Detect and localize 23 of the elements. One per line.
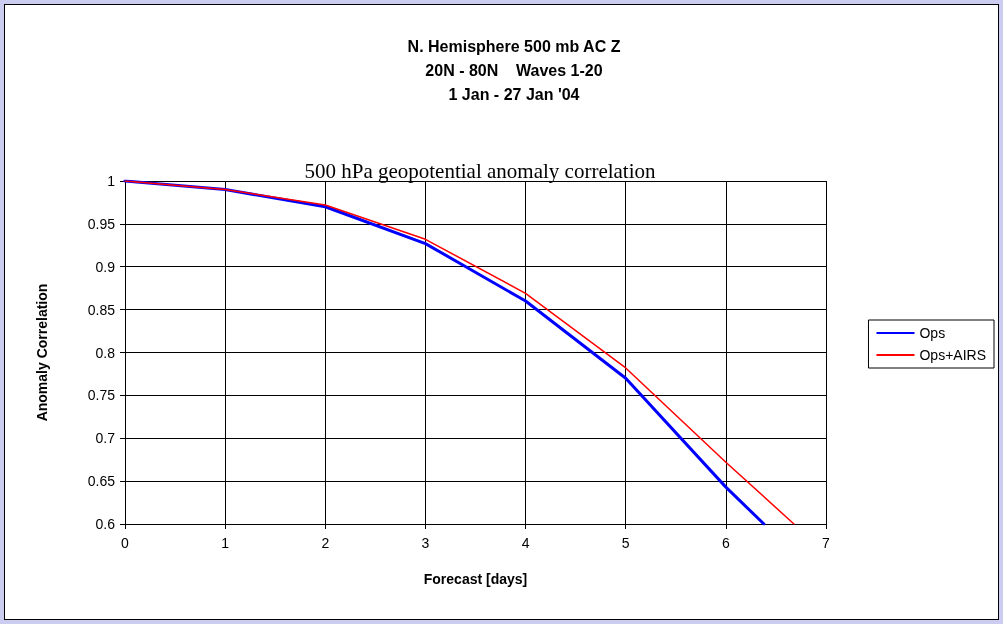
y-tick-label: 0.95	[87, 215, 116, 232]
x-tick-label: 4	[521, 535, 530, 551]
legend-label: Ops+AIRS	[919, 347, 986, 363]
x-tick-label: 0	[121, 535, 130, 551]
x-tick-label: 3	[421, 535, 430, 551]
y-tick-label: 1	[107, 173, 116, 189]
y-tick-label: 0.7	[95, 430, 116, 447]
chart-subtitle: 500 hPa geopotential anomaly correlation	[304, 158, 657, 183]
y-tick-label: 0.8	[95, 344, 116, 361]
x-tick-label: 6	[721, 535, 730, 551]
y-tick-label: 0.75	[87, 387, 116, 404]
chart-title: N. Hemisphere 500 mb AC Z 20N - 80N Waves 1-20 1 Jan - 27 Jan '04	[407, 37, 621, 103]
y-tick-label: 0.85	[87, 301, 116, 318]
y-tick-label: 0.65	[87, 473, 116, 490]
x-tick-label: 1	[221, 535, 230, 551]
legend-label: Ops	[919, 325, 946, 341]
x-tick-label: 2	[321, 535, 330, 551]
y-tick-label: 0.9	[95, 258, 116, 275]
x-tick-label: 7	[822, 535, 831, 551]
y-axis-title: Anomaly Correlation	[34, 283, 50, 422]
y-tick-label: 0.6	[95, 516, 116, 532]
x-axis-title: Forecast [days]	[423, 571, 528, 587]
x-tick-label: 5	[621, 535, 630, 551]
